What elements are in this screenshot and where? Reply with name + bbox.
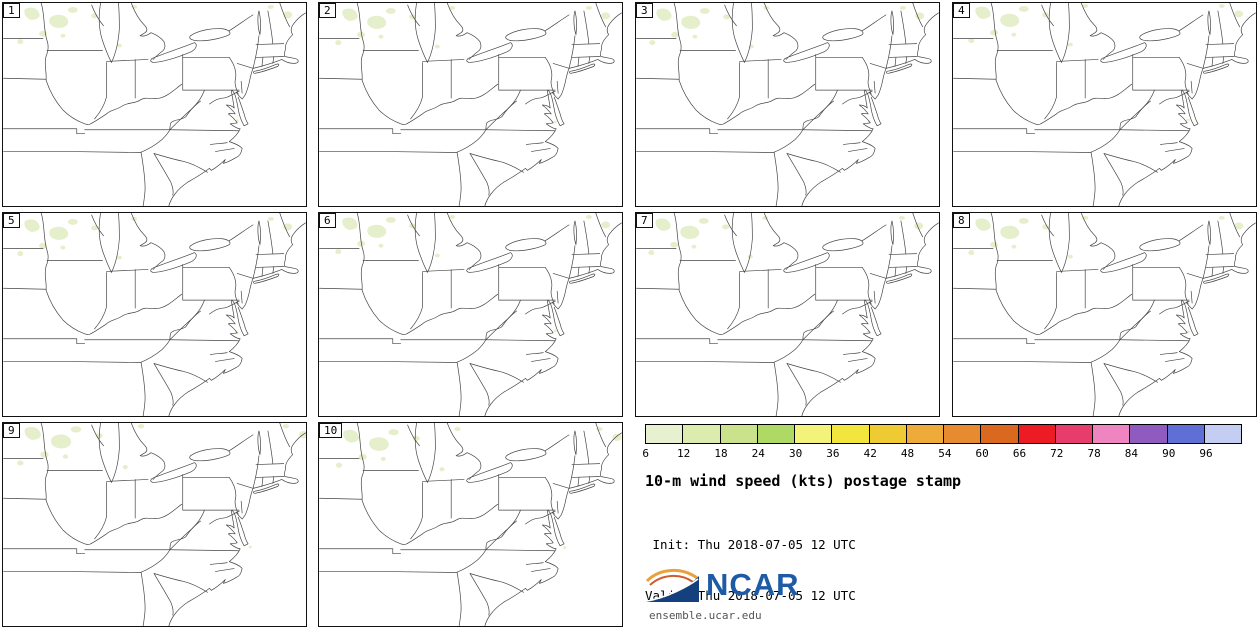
colorbar-segment <box>1130 425 1168 443</box>
colorbar-tick-label: 54 <box>938 447 952 460</box>
panel-number-label: 8 <box>953 213 970 228</box>
map-eastern-us <box>953 213 1256 416</box>
colorbar-segment <box>832 425 870 443</box>
colorbar-tick-label: 12 <box>677 447 691 460</box>
colorbar-segment <box>1204 425 1241 443</box>
colorbar-tick-label: 36 <box>826 447 840 460</box>
colorbar-segment <box>944 425 982 443</box>
colorbar-segment <box>720 425 758 443</box>
panel-number-label: 2 <box>319 3 336 18</box>
colorbar-tick-label: 24 <box>751 447 765 460</box>
ncar-logo-icon <box>645 569 699 602</box>
colorbar-tick-label: 42 <box>863 447 877 460</box>
map-eastern-us <box>3 423 306 626</box>
panel-number-label: 7 <box>636 213 653 228</box>
site-url: ensemble.ucar.edu <box>649 609 762 622</box>
ensemble-panel-10: 10 <box>318 422 623 627</box>
colorbar-tick-label: 72 <box>1050 447 1064 460</box>
colorbar-segment <box>869 425 907 443</box>
map-eastern-us <box>319 3 622 206</box>
colorbar-segment <box>1093 425 1131 443</box>
colorbar-ticks: 6 12 18 24 30 36 42 48 54 60 66 72 78 84 90 96 <box>642 447 1245 461</box>
ensemble-panel-7: 7 <box>635 212 940 417</box>
colorbar-tick-label: 84 <box>1124 447 1139 460</box>
colorbar-tick-label: 90 <box>1162 447 1176 460</box>
panel-number-label: 3 <box>636 3 653 18</box>
colorbar-segment <box>683 425 721 443</box>
colorbar-segment <box>981 425 1019 443</box>
colorbar-tick-label: 60 <box>975 447 989 460</box>
ensemble-panel-3: 3 <box>635 2 940 207</box>
panel-number-label: 9 <box>3 423 20 438</box>
ncar-wordmark: NCAR <box>706 567 800 602</box>
map-eastern-us <box>953 3 1256 206</box>
ensemble-panel-5: 5 <box>2 212 307 417</box>
panel-number-label: 4 <box>953 3 970 18</box>
colorbar-segment <box>1055 425 1093 443</box>
colorbar-segment <box>646 425 684 443</box>
plot-title: 10-m wind speed (kts) postage stamp <box>645 472 962 490</box>
colorbar-tick-label: 48 <box>900 447 915 460</box>
run-times: Init: Thu 2018-07-05 12 UTC Valid: Thu 2… <box>645 502 856 627</box>
ncar-logo: NCAR <box>644 566 800 604</box>
map-eastern-us <box>319 213 622 416</box>
ensemble-panel-2: 2 <box>318 2 623 207</box>
ensemble-panel-1: 1 <box>2 2 307 207</box>
panel-number-label: 10 <box>319 423 343 438</box>
map-eastern-us <box>636 213 939 416</box>
colorbar-segment <box>757 425 795 443</box>
colorbar-segment <box>1018 425 1056 443</box>
colorbar-segment <box>795 425 833 443</box>
colorbar-tick-label: 18 <box>714 447 728 460</box>
colorbar-tick-label: 30 <box>788 447 803 460</box>
ensemble-panel-4: 4 <box>952 2 1257 207</box>
map-eastern-us <box>636 3 939 206</box>
panel-number-label: 6 <box>319 213 336 228</box>
colorbar-tick-label: 78 <box>1087 447 1101 460</box>
map-eastern-us <box>3 3 306 206</box>
colorbar-segment <box>906 425 944 443</box>
init-time-label: Init: Thu 2018-07-05 12 UTC <box>645 537 856 552</box>
colorbar-tick-label: 96 <box>1199 447 1213 460</box>
colorbar <box>645 424 1242 444</box>
ensemble-panel-6: 6 <box>318 212 623 417</box>
colorbar-tick-label: 6 <box>642 447 649 460</box>
colorbar-tick-label: 66 <box>1012 447 1027 460</box>
map-eastern-us <box>319 423 622 626</box>
ensemble-panel-9: 9 <box>2 422 307 627</box>
colorbar-segment <box>1167 425 1205 443</box>
ensemble-panel-8: 8 <box>952 212 1257 417</box>
panel-number-label: 5 <box>3 213 20 228</box>
panel-number-label: 1 <box>3 3 20 18</box>
map-eastern-us <box>3 213 306 416</box>
